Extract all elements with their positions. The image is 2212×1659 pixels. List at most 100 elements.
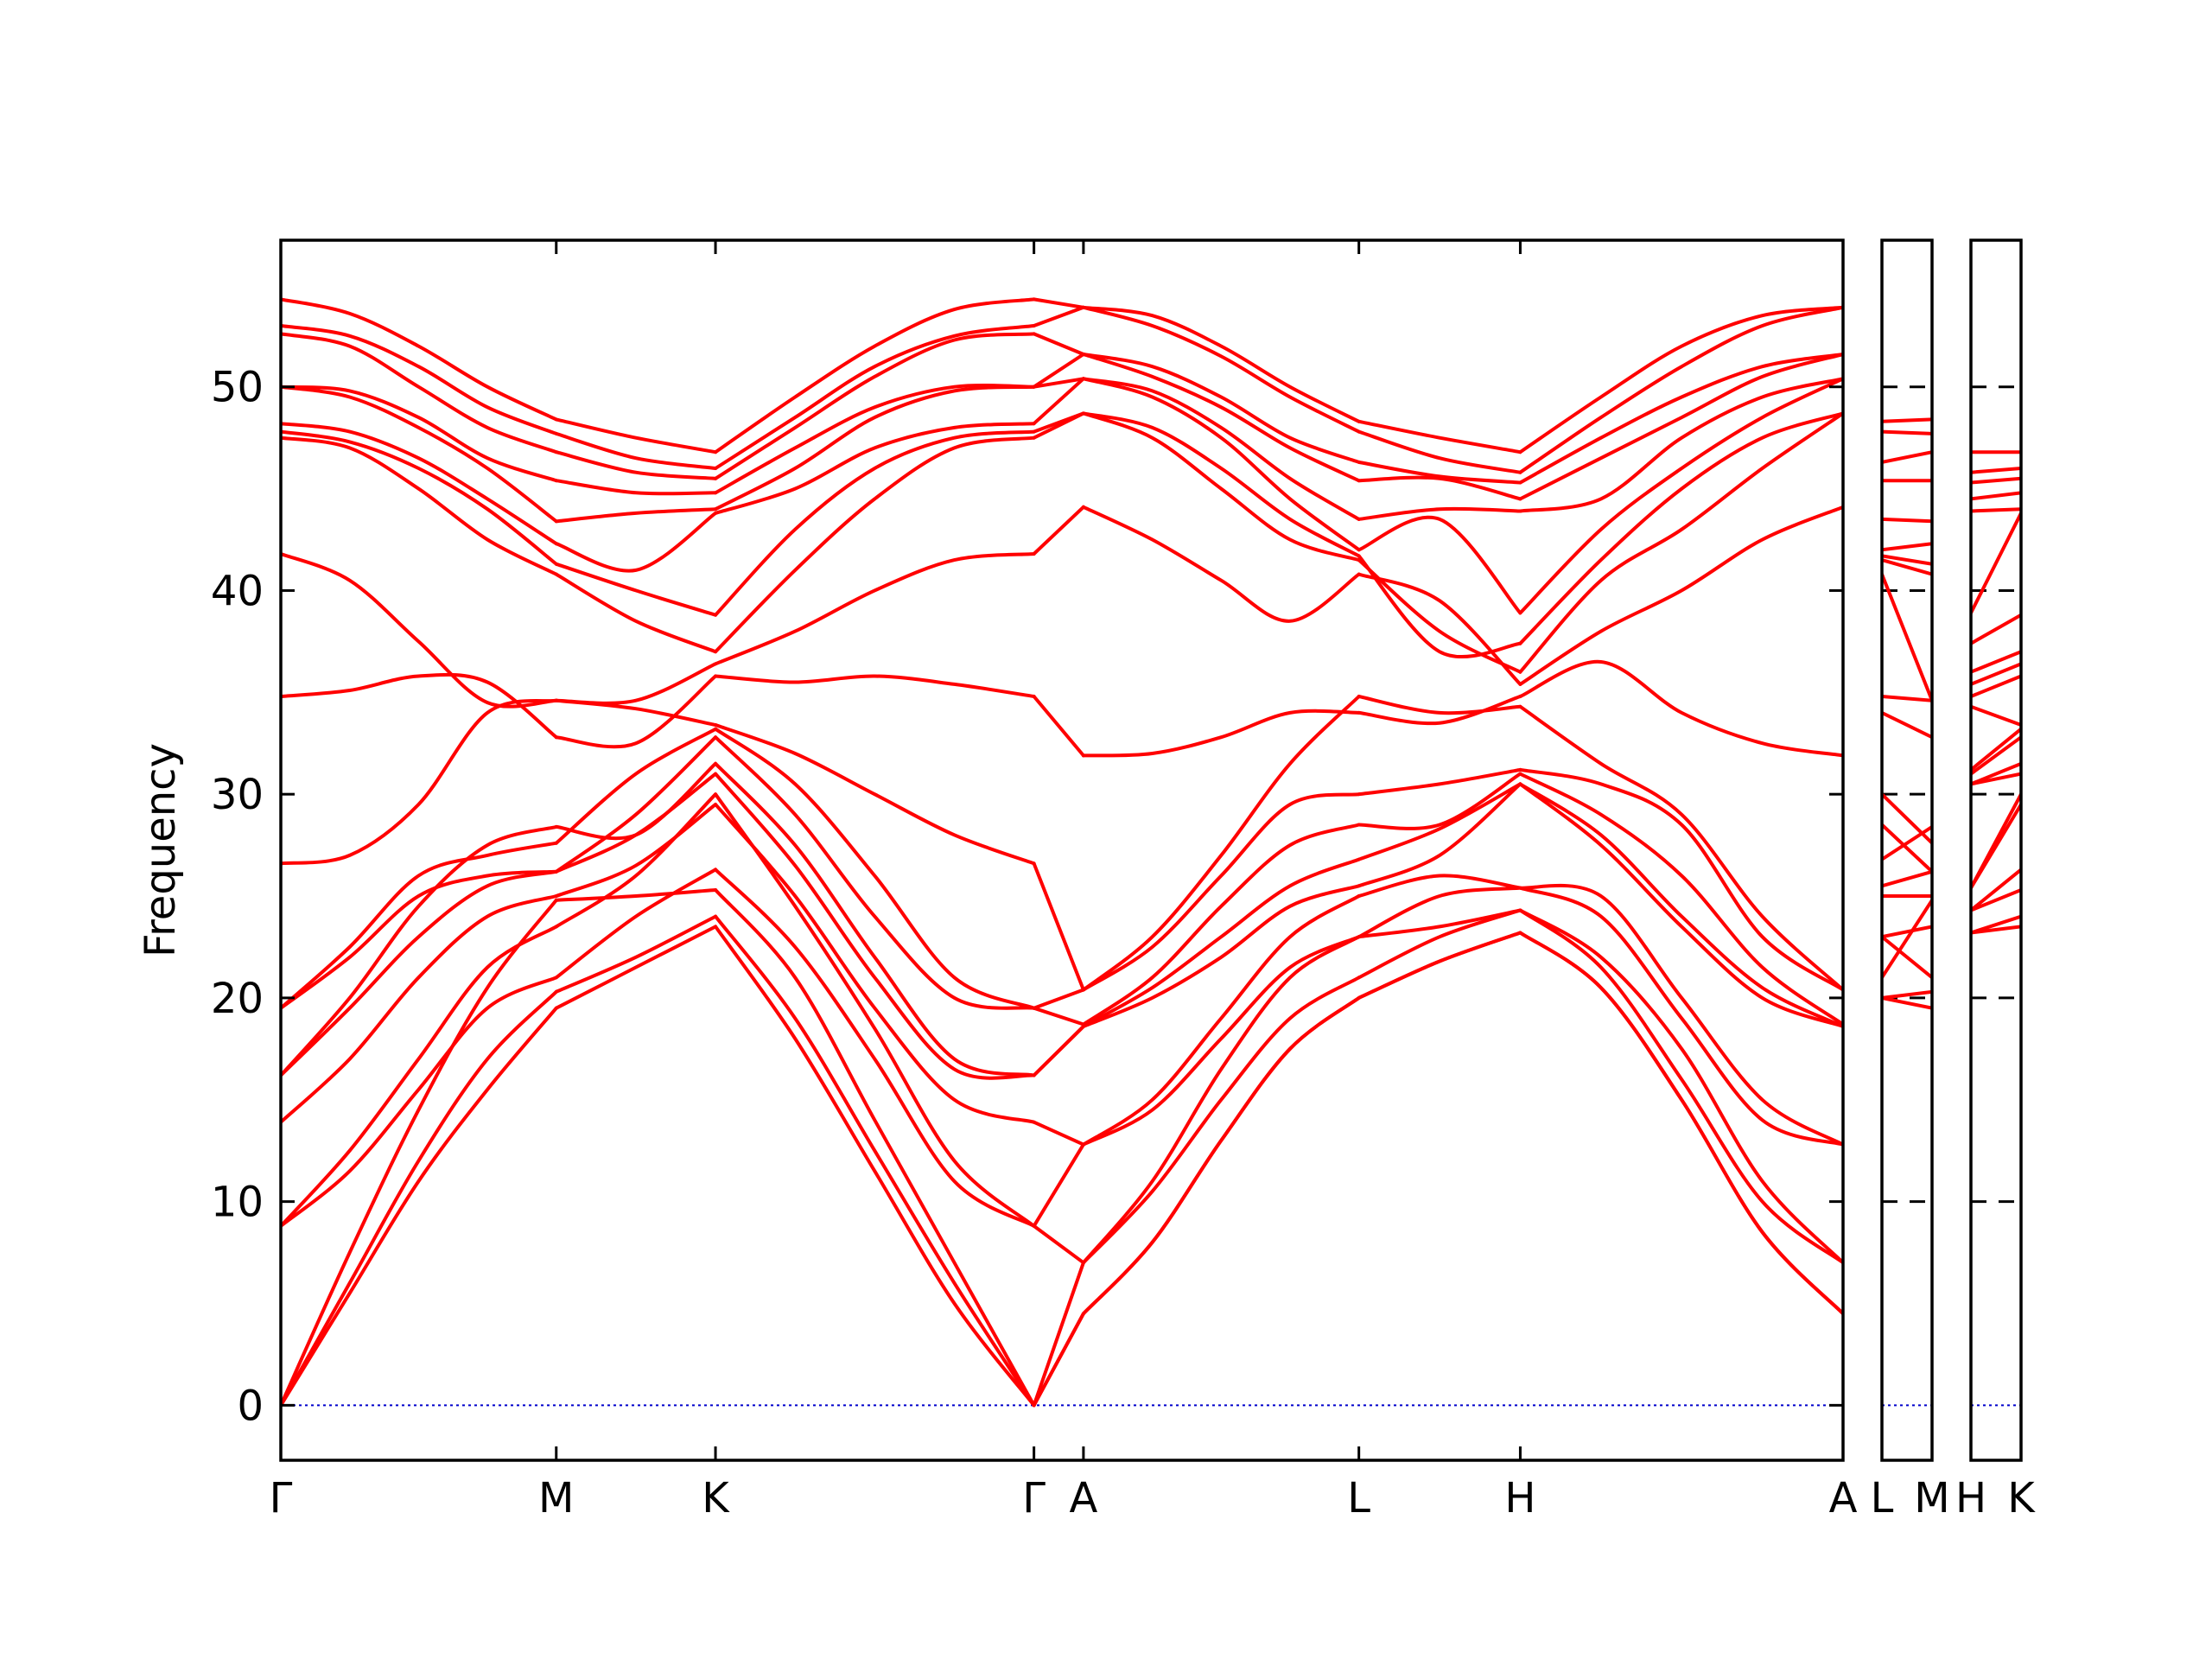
phonon-band bbox=[1032, 411, 1085, 434]
phonon-band bbox=[1518, 782, 1843, 1028]
phonon-band bbox=[554, 727, 718, 845]
phonon-band bbox=[281, 976, 558, 1228]
phonon-band bbox=[554, 735, 718, 874]
phonon-band bbox=[1518, 931, 1843, 1316]
phonon-band bbox=[1357, 931, 1522, 1000]
phonon-band bbox=[714, 792, 1036, 1228]
phonon-band bbox=[1081, 894, 1361, 1147]
phonon-band bbox=[1081, 411, 1361, 563]
phonon-band bbox=[714, 552, 1036, 666]
phonon-band bbox=[281, 552, 558, 709]
phonon-band bbox=[554, 914, 718, 994]
phonon-band bbox=[714, 383, 1036, 495]
phonon-band bbox=[1081, 353, 1361, 464]
panel-frame bbox=[1880, 238, 1934, 1462]
phonon-band bbox=[1971, 735, 2021, 776]
phonon-band bbox=[281, 869, 558, 1010]
phonon-band bbox=[1971, 662, 2021, 686]
phonon-band bbox=[281, 894, 558, 1124]
phonon-band bbox=[281, 422, 558, 546]
phonon-band bbox=[1882, 695, 1932, 702]
phonon-band bbox=[281, 297, 558, 422]
phonon-band bbox=[1357, 886, 1522, 939]
phonon-band bbox=[1081, 709, 1361, 758]
phonon-band bbox=[554, 925, 718, 1010]
phonon-band bbox=[1357, 767, 1522, 797]
x-tick-label: L bbox=[1871, 1474, 1894, 1522]
phonon-band bbox=[1357, 475, 1522, 501]
y-tick-labels: 0 10 20 30 40 50 bbox=[211, 364, 264, 1431]
phonon-band bbox=[1518, 353, 1843, 485]
y-tick-label: 50 bbox=[211, 364, 264, 412]
phonon-band bbox=[714, 297, 1036, 454]
phonon-band bbox=[1357, 554, 1522, 659]
phonon-band bbox=[1357, 558, 1522, 674]
phonon-band bbox=[714, 888, 1036, 1408]
phonon-band bbox=[554, 792, 718, 929]
phonon-band bbox=[714, 385, 1036, 512]
phonon-band bbox=[1357, 772, 1522, 830]
phonon-band bbox=[1882, 558, 1932, 576]
phonon-band bbox=[281, 925, 558, 1228]
phonon-band bbox=[1081, 353, 1361, 483]
phonon-band bbox=[1032, 1142, 1085, 1228]
phonon-band bbox=[281, 324, 558, 435]
phonon-band bbox=[281, 672, 558, 740]
phonon-band bbox=[1518, 353, 1843, 501]
phonon-band bbox=[281, 898, 558, 1408]
phonon-band bbox=[1971, 727, 2021, 772]
y-axis-label-group: Frequency bbox=[137, 743, 185, 957]
phonon-band bbox=[714, 429, 1036, 617]
phonon-band bbox=[1357, 908, 1522, 939]
phonon-band bbox=[281, 824, 558, 1077]
phonon-band bbox=[714, 914, 1036, 1408]
x-tick-label: L bbox=[1347, 1474, 1370, 1522]
phonon-band bbox=[1357, 419, 1522, 454]
x-tick-label: Γ bbox=[1022, 1474, 1046, 1522]
phonon-band bbox=[1882, 823, 1932, 874]
phonon-band bbox=[1357, 874, 1522, 898]
phonon-band bbox=[554, 479, 718, 496]
phonon-band bbox=[1882, 824, 1932, 861]
x-tick-label: A bbox=[1069, 1474, 1097, 1522]
phonon-band bbox=[1518, 772, 1843, 1027]
phonon-band bbox=[1518, 908, 1843, 1265]
phonon-band bbox=[554, 562, 718, 617]
phonon-band bbox=[1081, 505, 1361, 623]
phonon-band bbox=[554, 803, 718, 898]
phonon-band bbox=[1518, 908, 1843, 1265]
phonon-band bbox=[554, 888, 718, 902]
phonon-band bbox=[1032, 695, 1085, 758]
x-tick-label: K bbox=[2007, 1474, 2036, 1522]
phonon-band bbox=[1032, 1224, 1085, 1265]
phonon-band bbox=[1971, 491, 2021, 501]
phonon-band bbox=[554, 662, 718, 705]
phonon-band bbox=[1081, 995, 1361, 1316]
phonon-band bbox=[1032, 1024, 1085, 1077]
phonon-band bbox=[1882, 925, 1932, 939]
phonon-band bbox=[1081, 305, 1361, 434]
phonon-band bbox=[714, 868, 1036, 1228]
phonon-band bbox=[1882, 572, 1932, 702]
phonon-band bbox=[714, 723, 1036, 866]
phonon-band bbox=[281, 435, 558, 576]
phonon-band bbox=[1882, 450, 1932, 464]
phonon-band bbox=[714, 772, 1036, 1080]
y-axis-label: Frequency bbox=[137, 743, 185, 957]
x-tick-label: H bbox=[1504, 1474, 1535, 1522]
y-tick-label: 30 bbox=[211, 771, 264, 819]
x-tick-label: M bbox=[1914, 1474, 1949, 1522]
y-tick-label: 40 bbox=[211, 567, 264, 615]
phonon-band bbox=[1882, 429, 1932, 435]
phonon-band bbox=[554, 507, 718, 524]
phonon-band bbox=[1357, 695, 1522, 715]
phonon-band bbox=[1357, 908, 1522, 980]
phonon-band bbox=[1518, 505, 1843, 686]
phonon-band bbox=[1518, 305, 1843, 454]
phonon-band bbox=[1032, 988, 1085, 1010]
phonon-band bbox=[1518, 411, 1843, 645]
phonon-band bbox=[1882, 935, 1932, 980]
phonon-band bbox=[714, 803, 1036, 1124]
phonon-band bbox=[714, 674, 1036, 698]
phonon-band bbox=[554, 698, 718, 727]
